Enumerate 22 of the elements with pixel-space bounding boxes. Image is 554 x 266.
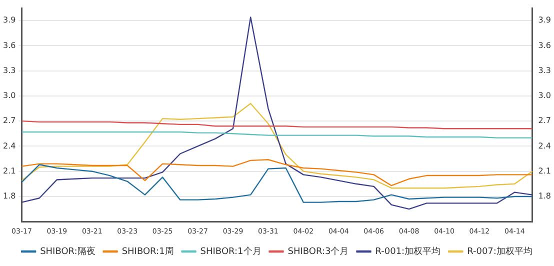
y-tick-label: 2.1	[2, 166, 16, 176]
legend-label: R-001:加权平均	[375, 246, 441, 257]
y-tick-label: 2.7	[2, 116, 16, 126]
legend-label: SHIBOR:3个月	[288, 246, 349, 257]
y2-tick-label: 2.4	[538, 141, 552, 150]
legend-label: SHIBOR:1周	[122, 246, 174, 257]
y-tick-label: 1.8	[2, 192, 16, 201]
legend-label: R-007:加权平均	[467, 246, 532, 257]
y2-tick-label: 3.9	[538, 16, 552, 25]
y2-tick-label: 2.1	[538, 166, 552, 176]
y2-tick-label: 2.7	[538, 116, 552, 126]
y2-tick-label: 3.3	[538, 66, 552, 75]
y-tick-label: 3.0	[2, 91, 16, 100]
y-tick-label: 3.6	[2, 40, 16, 50]
y-tick-label: 3.9	[2, 16, 16, 25]
y-tick-label: 3.3	[2, 66, 16, 75]
y2-tick-label: 1.8	[538, 192, 552, 201]
y2-tick-label: 3.0	[538, 91, 552, 100]
legend-label: SHIBOR:隔夜	[40, 246, 96, 257]
y2-tick-label: 3.6	[538, 40, 552, 50]
y-tick-label: 2.4	[2, 141, 16, 150]
legend-label: SHIBOR:1个月	[200, 246, 262, 257]
